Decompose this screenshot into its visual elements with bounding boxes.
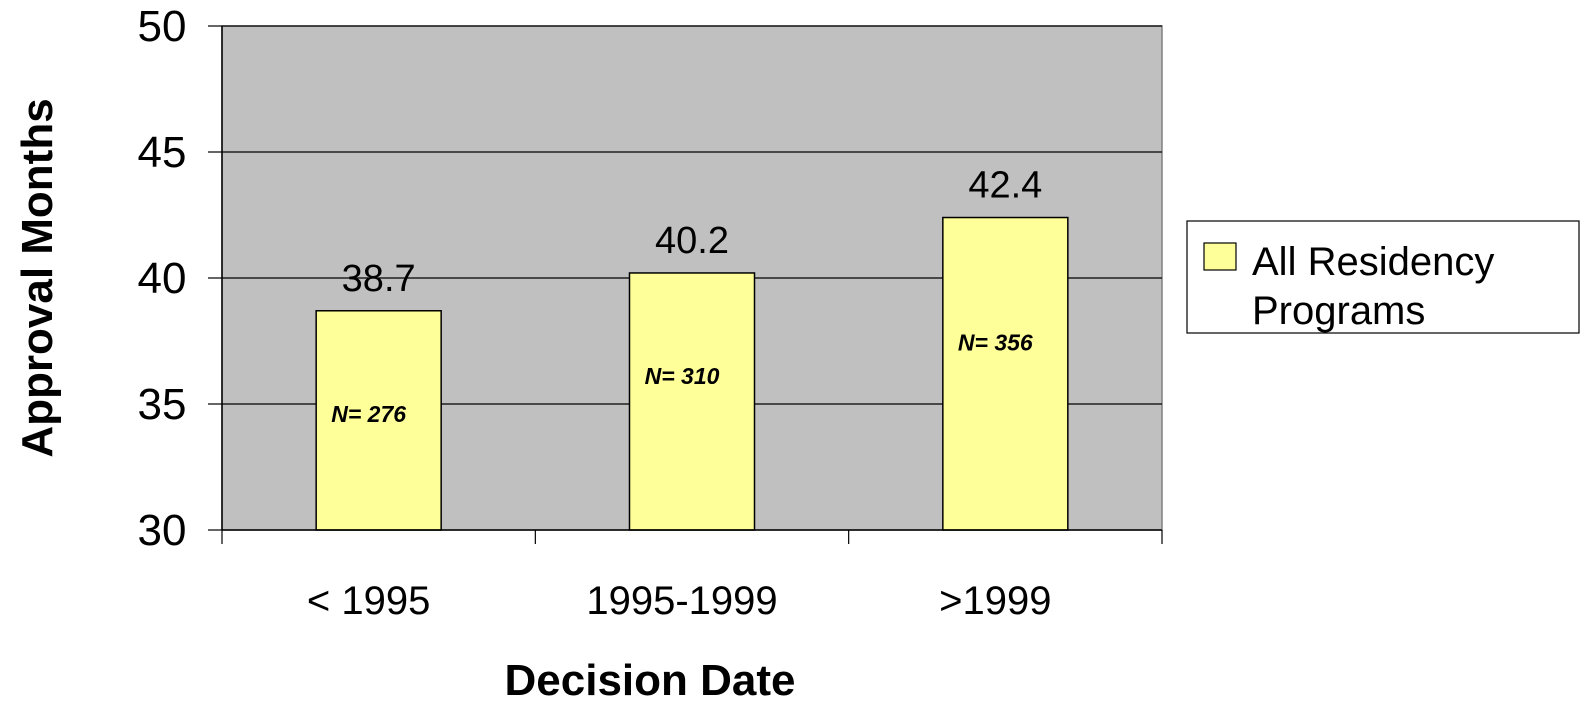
x-category-label: >1999 xyxy=(939,579,1051,623)
legend-swatch xyxy=(1203,242,1237,271)
y-axis-title: Approval Months xyxy=(13,98,62,457)
bar-n-annotation: N= 310 xyxy=(645,363,720,389)
legend-label-line-2: Programs xyxy=(1252,289,1425,333)
bar-value-label: 40.2 xyxy=(655,220,729,262)
y-tick-label: 45 xyxy=(138,128,187,177)
y-tick-label: 50 xyxy=(138,2,187,51)
x-category-label: < 1995 xyxy=(307,579,430,623)
bar-n-annotation: N= 276 xyxy=(331,401,406,427)
bar-value-label: 38.7 xyxy=(342,258,416,300)
axes xyxy=(208,25,1163,544)
y-tick-labels: 30 35 40 45 50 xyxy=(138,2,187,555)
y-tick-label: 40 xyxy=(138,254,187,303)
x-axis-title: Decision Date xyxy=(505,656,796,705)
bar xyxy=(942,216,1069,531)
x-category-label: 1995-1999 xyxy=(586,579,777,623)
y-tick-label: 35 xyxy=(138,380,187,429)
legend: All Residency Programs xyxy=(1186,220,1580,334)
bar-value-label: 42.4 xyxy=(968,165,1042,207)
x-category-labels: < 1995 1995-1999 >1999 xyxy=(307,579,1052,623)
legend-label-line-1: All Residency xyxy=(1252,240,1494,284)
y-tick-label: 30 xyxy=(138,506,187,555)
bar-n-annotation: N= 356 xyxy=(958,330,1033,356)
bar xyxy=(628,272,756,531)
legend-box xyxy=(1186,220,1580,334)
